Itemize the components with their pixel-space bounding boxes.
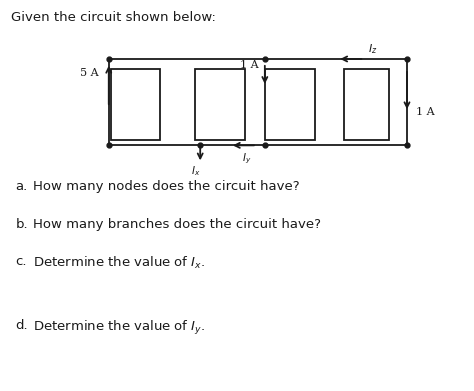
Text: $I_y$: $I_y$	[242, 152, 252, 167]
Bar	[195, 69, 245, 140]
Text: Determine the value of $I_x$.: Determine the value of $I_x$.	[33, 255, 206, 271]
Bar	[111, 69, 161, 140]
Text: d.: d.	[15, 319, 28, 332]
Text: c.: c.	[15, 255, 27, 267]
Text: Given the circuit shown below:: Given the circuit shown below:	[11, 11, 216, 24]
Bar	[345, 69, 389, 140]
Text: Determine the value of $I_y$.: Determine the value of $I_y$.	[33, 319, 206, 337]
Text: $I_x$: $I_x$	[191, 164, 200, 178]
Text: a.: a.	[15, 180, 27, 193]
Text: $I_z$: $I_z$	[368, 42, 378, 56]
Text: 1 A: 1 A	[416, 107, 434, 117]
Bar	[265, 69, 315, 140]
Text: How many branches does the circuit have?: How many branches does the circuit have?	[33, 218, 321, 231]
Text: b.: b.	[15, 218, 28, 231]
Text: 1 A: 1 A	[240, 60, 258, 70]
Text: 5 A: 5 A	[80, 68, 98, 78]
Text: How many nodes does the circuit have?: How many nodes does the circuit have?	[33, 180, 300, 193]
